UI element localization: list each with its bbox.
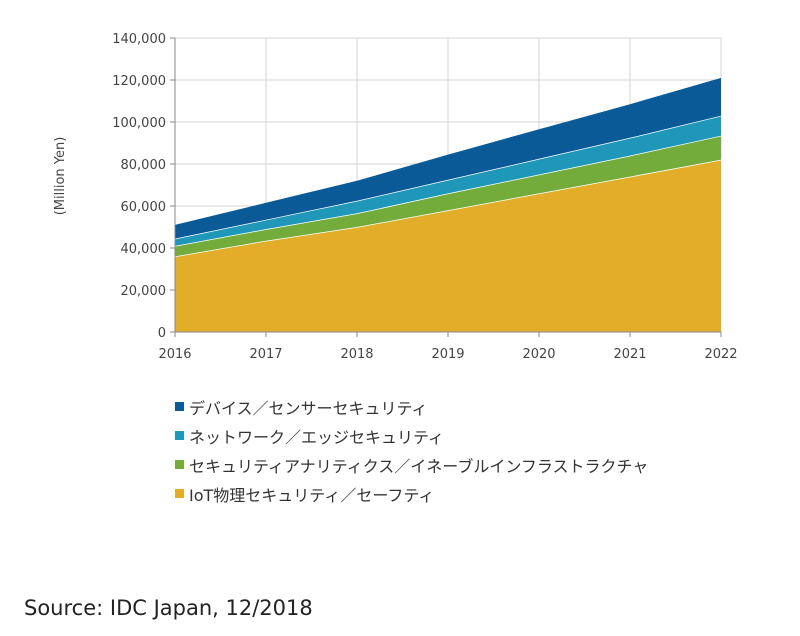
y-axis-title: (Million Yen): [53, 137, 68, 216]
y-tick-label-5: 100,000: [112, 116, 166, 131]
legend-item-3: デバイス／センサーセキュリティ: [175, 392, 648, 421]
y-tick-label-4: 80,000: [121, 158, 167, 173]
legend: デバイス／センサーセキュリティ ネットワーク／エッジセキュリティセキュリティアナリ…: [175, 392, 648, 508]
x-tick-label-2: 2018: [340, 347, 373, 362]
legend-label-0: IoT物理セキュリティ／セーフティ: [189, 485, 435, 505]
legend-label-3: デバイス／センサーセキュリティ: [189, 398, 428, 418]
y-tick-label-2: 40,000: [121, 242, 167, 257]
legend-swatch-3: [175, 402, 184, 411]
y-tick-label-6: 120,000: [112, 74, 166, 89]
legend-swatch-1: [175, 460, 184, 469]
source-note: Source: IDC Japan, 12/2018: [24, 596, 313, 620]
legend-item-2: ネットワーク／エッジセキュリティ: [175, 421, 648, 450]
x-tick-label-0: 2016: [158, 347, 191, 362]
y-tick-label-0: 0: [158, 326, 166, 341]
y-tick-label-7: 140,000: [112, 32, 166, 47]
y-tick-labels: 0 20,000 40,000 60,000 80,000 100,000 120,000 1…: [112, 32, 166, 341]
area-series-3: [175, 77, 721, 239]
legend-swatch-0: [175, 489, 184, 498]
legend-label-1: セキュリティアナリティクス／イネーブルインフラストラクチャ: [189, 456, 649, 476]
x-tick-label-3: 2019: [431, 347, 464, 362]
legend-swatch-2: [175, 431, 184, 440]
x-tick-label-5: 2021: [613, 347, 646, 362]
legend-item-0: IoT物理セキュリティ／セーフティ: [175, 479, 648, 508]
x-tick-label-6: 2022: [704, 347, 737, 362]
legend-label-2: ネットワーク／エッジセキュリティ: [189, 427, 445, 447]
x-tick-labels: 2016 2017 2018 2019 2020 2021 2022: [158, 347, 737, 362]
stacked-areas: [174, 77, 722, 332]
y-tick-label-3: 60,000: [121, 200, 167, 215]
x-tick-label-1: 2017: [249, 347, 282, 362]
area-series-0: [175, 159, 721, 332]
x-tick-label-4: 2020: [522, 347, 555, 362]
area-series-1: [175, 135, 721, 257]
legend-item-1: セキュリティアナリティクス／イネーブルインフラストラクチャ: [175, 450, 648, 479]
axes: [170, 37, 722, 337]
chart: 0 20,000 40,000 60,000 80,000 100,000 120,000 1…: [53, 32, 738, 362]
y-tick-label-1: 20,000: [121, 284, 167, 299]
area-series-2: [175, 115, 721, 246]
